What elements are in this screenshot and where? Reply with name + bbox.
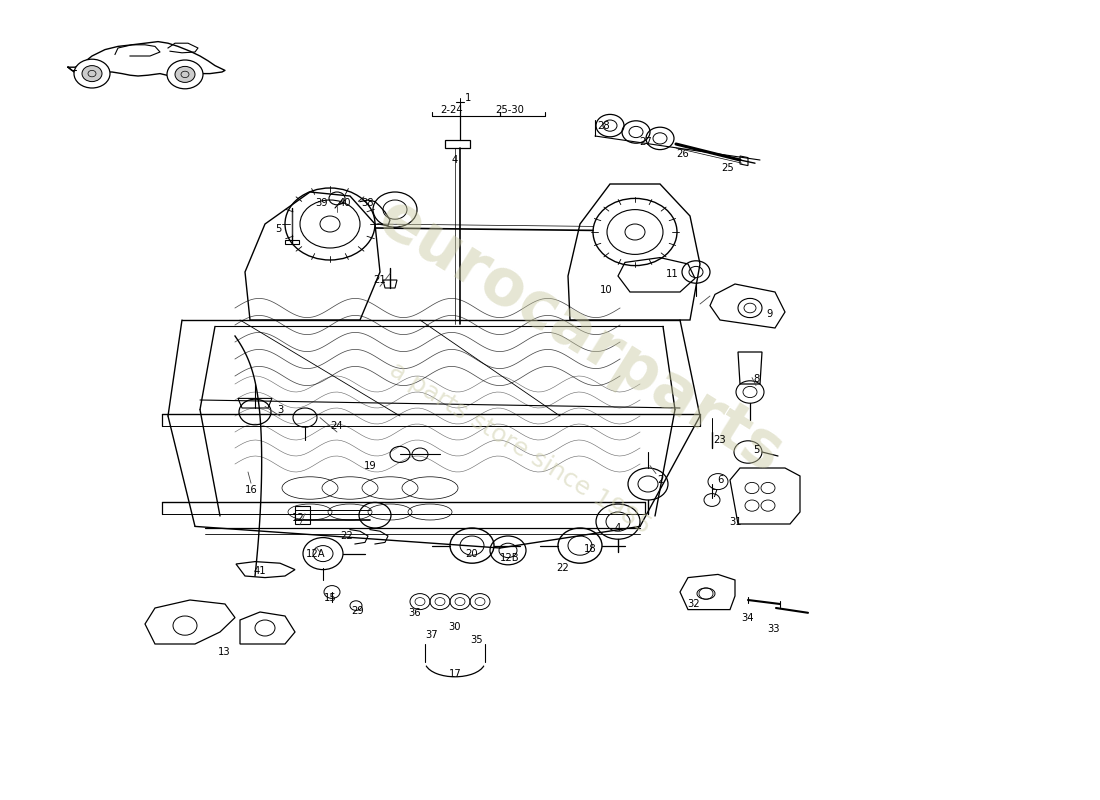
Circle shape bbox=[175, 66, 195, 82]
Text: 5: 5 bbox=[275, 224, 282, 234]
Text: 36: 36 bbox=[409, 608, 421, 618]
Text: 17: 17 bbox=[449, 669, 461, 678]
Text: 2-24: 2-24 bbox=[441, 106, 463, 115]
Text: 8: 8 bbox=[752, 374, 759, 384]
Text: 5: 5 bbox=[752, 445, 759, 454]
Text: 24: 24 bbox=[331, 421, 343, 430]
Text: 6: 6 bbox=[717, 475, 723, 485]
Text: 10: 10 bbox=[600, 286, 613, 295]
Text: 25-30: 25-30 bbox=[496, 106, 525, 115]
Text: eurocarparts: eurocarparts bbox=[366, 186, 794, 486]
Text: 37: 37 bbox=[426, 630, 438, 640]
Text: 11: 11 bbox=[666, 270, 679, 279]
Text: 4: 4 bbox=[615, 523, 622, 533]
Text: 12A: 12A bbox=[306, 549, 326, 558]
Text: 18: 18 bbox=[584, 544, 596, 554]
Text: 7: 7 bbox=[711, 490, 717, 499]
Text: 28: 28 bbox=[597, 121, 611, 130]
Text: 38: 38 bbox=[362, 198, 374, 208]
Text: 15: 15 bbox=[323, 594, 337, 603]
Text: 40: 40 bbox=[339, 198, 351, 208]
Text: 27: 27 bbox=[639, 137, 652, 146]
Text: 12: 12 bbox=[292, 514, 305, 523]
Text: 30: 30 bbox=[449, 622, 461, 632]
Text: 4: 4 bbox=[452, 155, 458, 165]
Text: 22: 22 bbox=[341, 531, 353, 541]
Text: 34: 34 bbox=[741, 613, 755, 622]
Text: 22: 22 bbox=[557, 563, 570, 573]
Text: 41: 41 bbox=[254, 566, 266, 576]
Text: 39: 39 bbox=[316, 198, 328, 208]
Text: 23: 23 bbox=[714, 435, 726, 445]
Text: 25: 25 bbox=[722, 163, 735, 173]
Text: 2: 2 bbox=[657, 475, 663, 485]
Circle shape bbox=[82, 66, 102, 82]
Circle shape bbox=[167, 60, 204, 89]
Text: 19: 19 bbox=[364, 461, 376, 470]
Text: 35: 35 bbox=[471, 635, 483, 645]
Text: 29: 29 bbox=[352, 606, 364, 616]
Text: 12B: 12B bbox=[500, 554, 520, 563]
Text: 3: 3 bbox=[277, 405, 283, 414]
Text: 20: 20 bbox=[465, 549, 478, 558]
Text: 31: 31 bbox=[729, 517, 743, 526]
Text: 16: 16 bbox=[244, 485, 257, 494]
Text: 32: 32 bbox=[688, 599, 701, 609]
Text: 21: 21 bbox=[374, 275, 386, 285]
Text: a parts store since 1985: a parts store since 1985 bbox=[385, 358, 656, 538]
Text: 33: 33 bbox=[768, 624, 780, 634]
Circle shape bbox=[74, 59, 110, 88]
Text: 26: 26 bbox=[676, 149, 690, 158]
Text: 13: 13 bbox=[218, 647, 230, 657]
Text: 9: 9 bbox=[767, 309, 773, 318]
Text: 1: 1 bbox=[465, 93, 471, 102]
